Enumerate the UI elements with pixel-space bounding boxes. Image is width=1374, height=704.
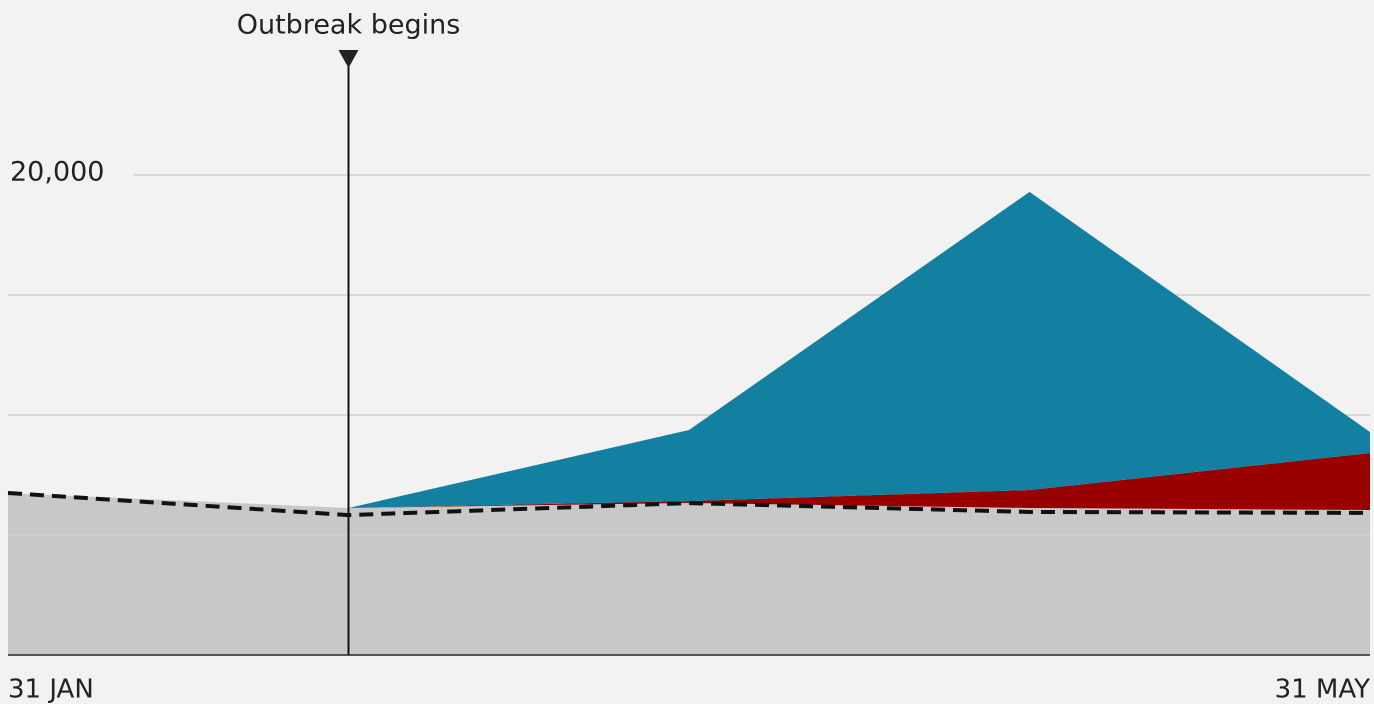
area bbox=[8, 453, 1370, 511]
area bbox=[8, 493, 1370, 655]
annotation-text: Outbreak begins bbox=[237, 10, 461, 41]
x-tick-label: 31 JAN bbox=[8, 675, 94, 704]
y-tick-label: 20,000 bbox=[10, 157, 104, 188]
x-tick-label: 31 MAY bbox=[1275, 675, 1371, 704]
area bbox=[8, 191, 1370, 509]
annotation-marker bbox=[338, 50, 359, 68]
average-line bbox=[7, 491, 1371, 518]
